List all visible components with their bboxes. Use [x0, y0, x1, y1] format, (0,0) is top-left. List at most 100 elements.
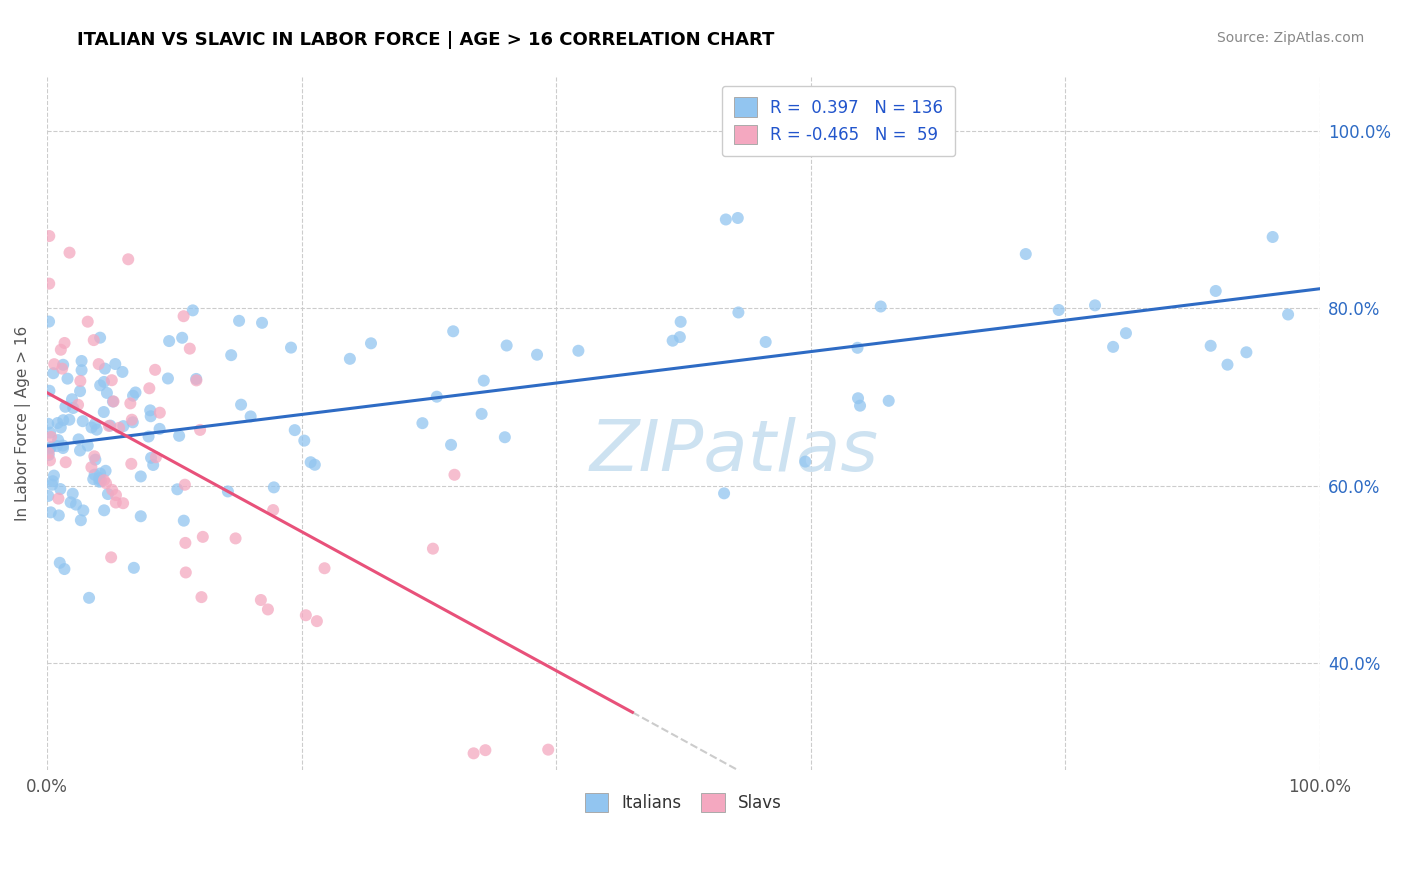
Point [173, 477, 195, 491]
Point [59, 495, 82, 509]
Point [443, 467, 465, 482]
Point [145, 450, 167, 465]
Point [422, 541, 444, 556]
Point [669, 330, 692, 344]
Point [360, 336, 382, 351]
Point [39, 453, 62, 467]
Point [167, 429, 190, 443]
Point [93, 473, 115, 487]
Point [1047, 303, 1070, 318]
Point [121, 413, 143, 427]
Point [755, 334, 778, 349]
Point [38, 446, 60, 460]
Point [37, 489, 59, 503]
Point [1216, 358, 1239, 372]
Point [257, 602, 280, 616]
Point [70, 363, 93, 377]
Point [339, 351, 361, 366]
Point [426, 390, 449, 404]
Point [103, 394, 125, 409]
Point [138, 429, 160, 443]
Point [849, 399, 872, 413]
Point [72, 503, 94, 517]
Text: Source: ZipAtlas.com: Source: ZipAtlas.com [1216, 31, 1364, 45]
Point [90, 474, 112, 488]
Point [38, 448, 60, 462]
Point [49, 420, 72, 434]
Point [44, 357, 66, 371]
Point [661, 334, 683, 348]
Point [104, 488, 127, 502]
Point [94, 476, 117, 491]
Point [120, 396, 142, 410]
Point [42, 468, 65, 483]
Point [101, 483, 124, 497]
Point [65, 498, 87, 512]
Point [714, 212, 737, 227]
Point [292, 434, 315, 448]
Point [69, 384, 91, 399]
Point [172, 331, 194, 345]
Point [173, 514, 195, 528]
Point [51, 361, 73, 376]
Point [83, 333, 105, 347]
Point [49, 482, 72, 496]
Point [120, 457, 142, 471]
Point [526, 348, 548, 362]
Point [262, 503, 284, 517]
Point [38, 314, 60, 328]
Point [139, 403, 162, 417]
Point [149, 422, 172, 436]
Point [217, 484, 239, 499]
Point [52, 413, 75, 427]
Point [440, 438, 463, 452]
Point [83, 467, 105, 482]
Point [58, 413, 80, 427]
Point [474, 743, 496, 757]
Point [239, 409, 262, 424]
Point [139, 450, 162, 465]
Point [280, 341, 302, 355]
Point [494, 430, 516, 444]
Point [38, 229, 60, 244]
Point [48, 508, 70, 523]
Point [166, 483, 188, 497]
Point [69, 443, 91, 458]
Point [1102, 340, 1125, 354]
Point [62, 486, 84, 500]
Point [669, 315, 692, 329]
Point [117, 252, 139, 267]
Point [1205, 284, 1227, 298]
Point [94, 361, 117, 376]
Point [305, 614, 328, 628]
Point [472, 374, 495, 388]
Point [104, 357, 127, 371]
Point [49, 556, 72, 570]
Point [97, 487, 120, 501]
Point [173, 309, 195, 323]
Point [42, 366, 65, 380]
Point [76, 439, 98, 453]
Point [39, 425, 62, 440]
Point [112, 496, 135, 510]
Point [250, 316, 273, 330]
Point [314, 561, 336, 575]
Point [1084, 298, 1107, 312]
Point [86, 423, 108, 437]
Point [98, 418, 121, 433]
Point [727, 305, 749, 319]
Point [229, 398, 252, 412]
Point [52, 438, 75, 452]
Point [76, 315, 98, 329]
Point [87, 471, 110, 485]
Point [38, 442, 60, 456]
Point [62, 401, 84, 415]
Point [70, 354, 93, 368]
Point [138, 381, 160, 395]
Point [1234, 345, 1257, 359]
Point [869, 300, 891, 314]
Point [55, 400, 77, 414]
Point [60, 392, 83, 407]
Point [48, 491, 70, 506]
Point [53, 562, 76, 576]
